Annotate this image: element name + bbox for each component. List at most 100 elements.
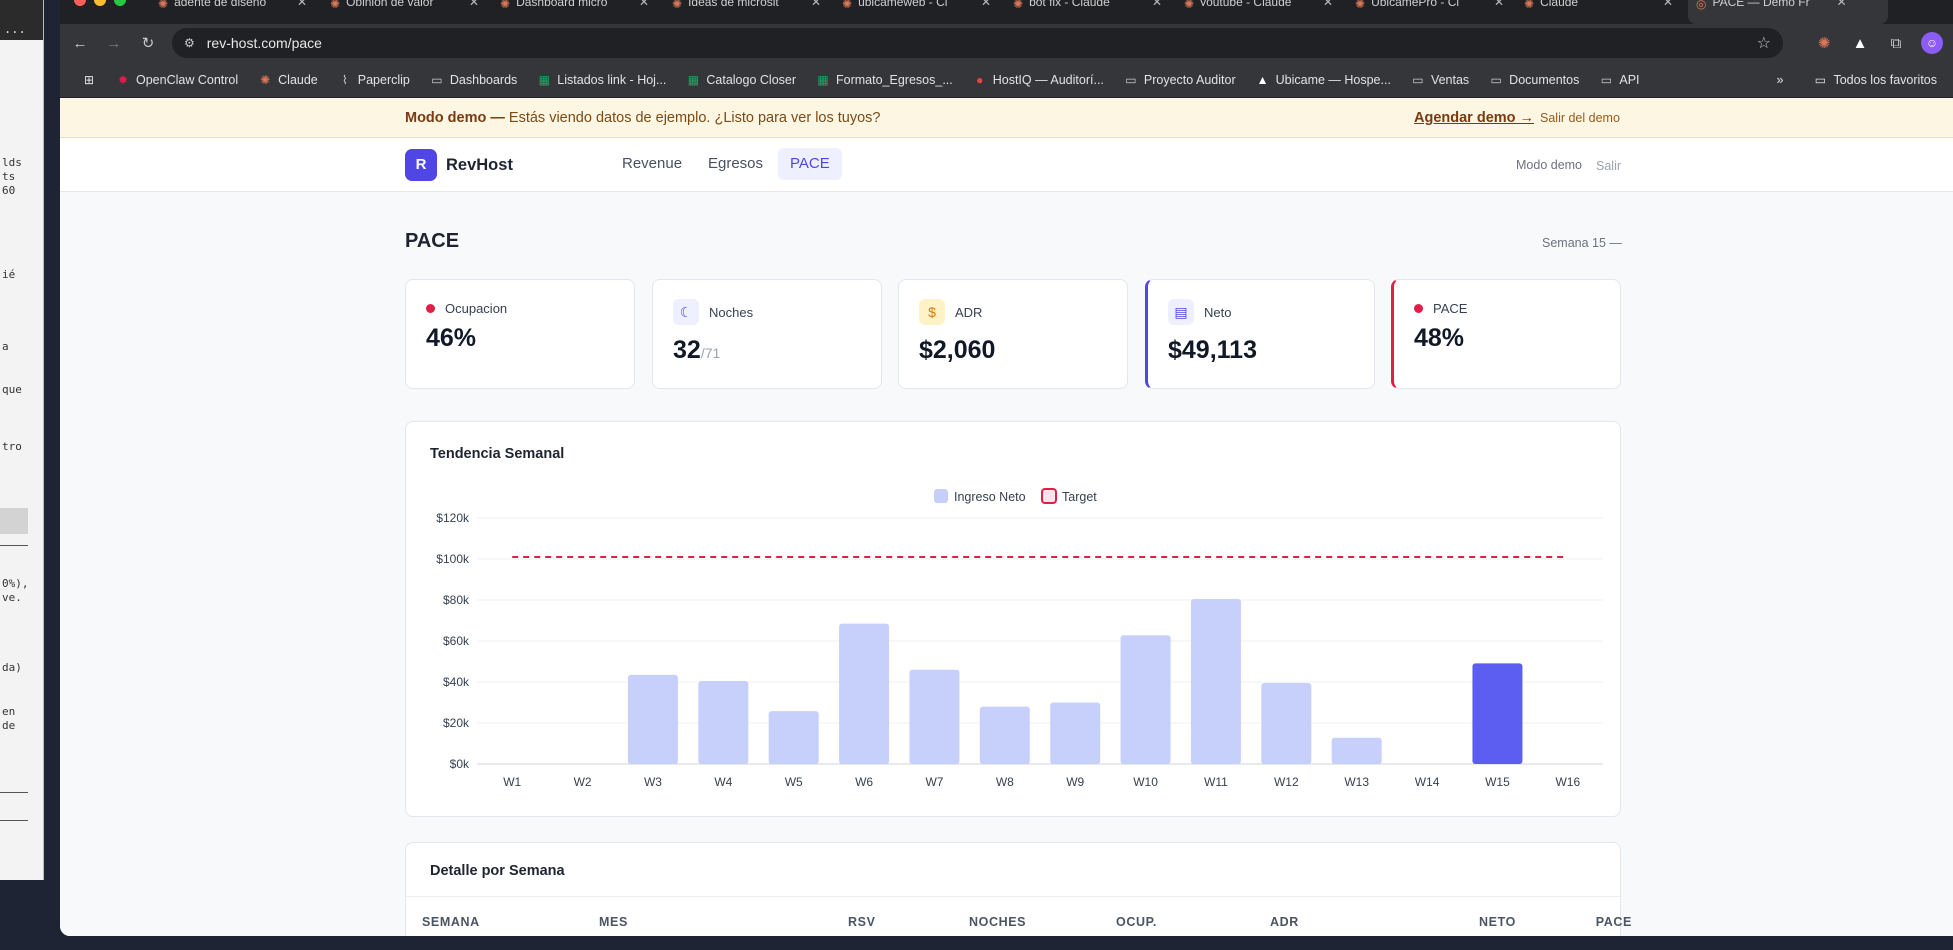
close-tab-icon[interactable]: ✕	[1322, 0, 1333, 9]
sheets-icon: ▦	[817, 72, 829, 87]
exit-demo-link[interactable]: Salir del demo	[1540, 111, 1620, 125]
bookmark-star-icon[interactable]: ☆	[1756, 35, 1771, 52]
legend-swatch-ingreso-neto	[934, 489, 948, 503]
col-mes[interactable]: MES	[599, 915, 628, 929]
forward-button[interactable]: →	[106, 34, 122, 52]
y-tick-label: $100k	[436, 552, 470, 566]
kpi-suffix: /71	[700, 345, 721, 361]
site-settings-icon[interactable]: ⚙	[184, 36, 195, 50]
terminal-text-line: ts	[2, 170, 16, 183]
triangle-extension-icon[interactable]: ▲	[1852, 34, 1868, 52]
bookmark-label: Proyecto Auditor	[1143, 72, 1236, 87]
claude-icon: ✺	[672, 0, 683, 11]
bookmark-item[interactable]: ● HostIQ — Auditorí...	[965, 69, 1112, 91]
zoom-window-button[interactable]	[114, 0, 126, 6]
nav-revenue[interactable]: Revenue	[622, 155, 683, 172]
bar-ingreso-neto	[1331, 737, 1382, 764]
bookmark-item[interactable]: ▭ Documentos	[1481, 69, 1587, 91]
brand-name[interactable]: RevHost	[446, 156, 513, 174]
bar-ingreso-neto	[979, 706, 1030, 764]
y-tick-label: $20k	[443, 716, 470, 730]
close-tab-icon[interactable]: ✕	[638, 0, 649, 9]
back-button[interactable]: ←	[72, 34, 88, 52]
close-tab-icon[interactable]: ✕	[1662, 0, 1673, 9]
terminal-divider	[0, 545, 28, 546]
browser-tab[interactable]: ✺ bot fix - Claude ✕	[1005, 0, 1170, 24]
col-adr[interactable]: ADR	[1270, 915, 1299, 929]
week-selector[interactable]: Semana 15 —	[1542, 236, 1622, 250]
col-rsv[interactable]: RSV	[848, 915, 876, 929]
col-pace[interactable]: PACE	[1595, 915, 1632, 929]
bookmark-item[interactable]: ⌇ Paperclip	[330, 69, 418, 91]
bookmark-item[interactable]: ▭ Dashboards	[422, 69, 525, 91]
close-tab-icon[interactable]: ✕	[1493, 0, 1504, 9]
close-tab-icon[interactable]: ✕	[1151, 0, 1162, 9]
close-tab-icon[interactable]: ✕	[1836, 0, 1847, 9]
browser-tab[interactable]: ◎ PACE — Demo Fr ✕	[1688, 0, 1888, 24]
all-bookmarks-folder[interactable]: ▭ Todos los favoritos	[1814, 73, 1937, 87]
terminal-menu[interactable]: ...	[0, 0, 43, 40]
profile-avatar[interactable]: ☺	[1921, 32, 1943, 54]
col-semana[interactable]: SEMANA	[422, 915, 480, 929]
close-tab-icon[interactable]: ✕	[468, 0, 479, 9]
nav-egresos[interactable]: Egresos	[708, 155, 764, 172]
kpi-ocupacion: Ocupacion 46%	[405, 279, 635, 389]
bar-ingreso-neto	[1190, 598, 1241, 764]
bookmark-item[interactable]: ▦ Formato_Egresos_...	[808, 69, 961, 91]
nav-pace[interactable]: PACE	[778, 148, 842, 180]
demo-banner: Modo demo — Estás viendo datos de ejempl…	[60, 98, 1953, 138]
bookmark-item[interactable]: ▦ Listados link - Hoj...	[529, 69, 674, 91]
bookmark-item[interactable]: ▭ API	[1591, 69, 1647, 91]
browser-tab[interactable]: ✺ agente de diseño ✕	[150, 0, 315, 24]
extensions-puzzle-icon[interactable]: ⧉	[1890, 34, 1902, 52]
col-noches[interactable]: NOCHES	[969, 915, 1027, 929]
bar-ingreso-neto	[1120, 635, 1171, 764]
close-tab-icon[interactable]: ✕	[296, 0, 307, 9]
tab-favicon-icon: ◎	[1696, 0, 1707, 11]
close-window-button[interactable]	[74, 0, 86, 6]
folder-icon: ▭	[1412, 72, 1424, 87]
address-bar[interactable]: ⚙ rev-host.com/pace ☆	[172, 28, 1783, 58]
close-tab-icon[interactable]: ✕	[980, 0, 991, 9]
claude-icon: ✺	[1184, 0, 1195, 11]
x-tick-label: W16	[1555, 775, 1580, 789]
browser-tab[interactable]: ✺ ubicameweb - Cl ✕	[834, 0, 999, 24]
browser-tab[interactable]: ✺ youtube - Claude ✕	[1176, 0, 1341, 24]
claude-extension-icon[interactable]: ✺	[1817, 35, 1831, 52]
minimize-window-button[interactable]	[94, 0, 106, 6]
bookmarks-more-button[interactable]: »	[1776, 73, 1784, 87]
page-title: PACE	[405, 230, 460, 252]
table-header-divider	[406, 896, 1620, 897]
url-text[interactable]: rev-host.com/pace	[206, 35, 322, 51]
bookmark-item[interactable]: ▭ Ventas	[1403, 69, 1477, 91]
reload-button[interactable]: ↻	[141, 35, 155, 52]
legend-label-target: Target	[1062, 490, 1097, 504]
bookmark-item[interactable]: ✺ Claude	[250, 69, 326, 91]
browser-tab[interactable]: ✺ UbicamePro - Cl ✕	[1347, 0, 1512, 24]
kpi-value: 46%	[426, 324, 477, 352]
kpi-label: ADR	[955, 304, 983, 320]
browser-tab[interactable]: ✺ Claude ✕	[1516, 0, 1681, 24]
close-tab-icon[interactable]: ✕	[810, 0, 821, 9]
col-neto[interactable]: NETO	[1479, 915, 1516, 929]
app-logo[interactable]: R	[405, 149, 437, 181]
apps-grid-icon[interactable]: ⊞	[83, 72, 95, 87]
browser-tab[interactable]: ✺ Dashboard micro ✕	[492, 0, 657, 24]
x-tick-label: W15	[1485, 775, 1510, 789]
x-tick-label: W11	[1204, 775, 1228, 789]
bookmark-item[interactable]: ▭ Proyecto Auditor	[1116, 69, 1244, 91]
x-tick-label: W1	[503, 775, 521, 789]
bookmark-item[interactable]: ✹ OpenClaw Control	[108, 69, 246, 91]
bookmark-item[interactable]: ▲ Ubicame — Hospe...	[1248, 69, 1399, 91]
kpi-label: PACE	[1433, 301, 1468, 316]
red-dot-icon	[1414, 304, 1423, 313]
coin-icon: $	[919, 299, 945, 325]
browser-tab[interactable]: ✺ Opinión de valor ✕	[322, 0, 487, 24]
browser-tab[interactable]: ✺ Ideas de microsit ✕	[664, 0, 829, 24]
logout-link[interactable]: Salir	[1596, 159, 1622, 173]
col-ocup[interactable]: OCUP.	[1116, 915, 1157, 929]
schedule-demo-link[interactable]: Agendar demo →	[1414, 110, 1535, 126]
bookmark-item[interactable]: ▦ Catalogo Closer	[678, 69, 804, 91]
claude-icon: ✺	[842, 0, 853, 11]
legend-swatch-target	[1041, 488, 1057, 504]
